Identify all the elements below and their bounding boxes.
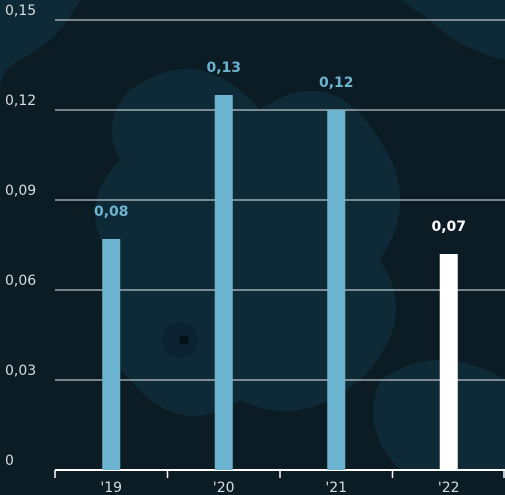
x-tick-label: '21 <box>325 480 347 495</box>
y-tick-label: 0,15 <box>5 3 36 19</box>
value-label: 0,08 <box>94 204 129 220</box>
x-tick-label: '19 <box>100 480 122 495</box>
bar <box>439 254 458 470</box>
value-label: 0,12 <box>319 75 354 91</box>
y-tick-label: 0,09 <box>5 183 36 199</box>
value-label: 0,07 <box>431 219 466 235</box>
y-tick-label: 0,06 <box>5 273 36 289</box>
decoration <box>0 0 505 470</box>
bar <box>102 239 121 470</box>
y-tick-label: 0 <box>5 453 14 469</box>
value-label: 0,13 <box>206 60 241 76</box>
y-tick-label: 0,12 <box>5 93 36 109</box>
x-tick-label: '20 <box>213 480 235 495</box>
y-tick-label: 0,03 <box>5 363 36 379</box>
bar <box>327 110 346 470</box>
x-tick-label: '22 <box>438 480 460 495</box>
bar <box>214 95 233 470</box>
